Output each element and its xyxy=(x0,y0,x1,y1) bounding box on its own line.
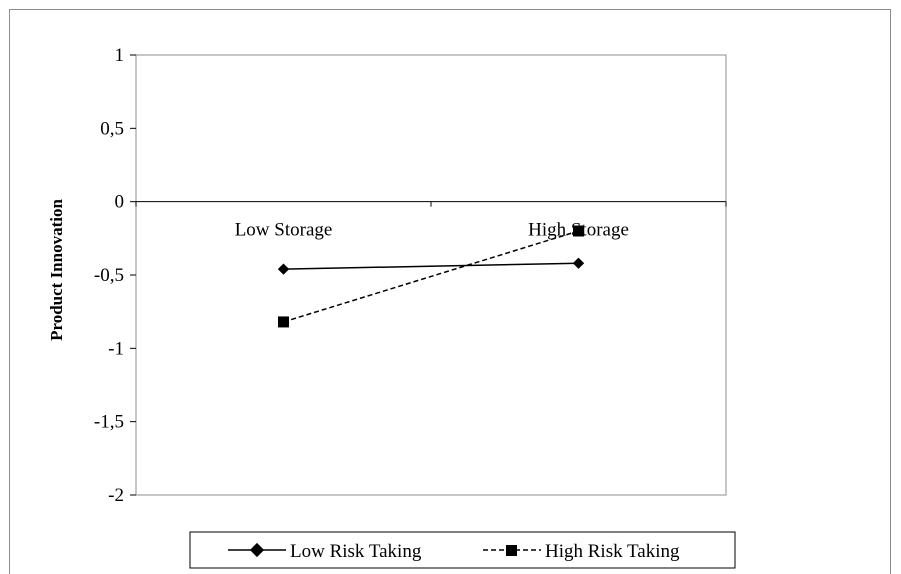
y-tick-label: -1,5 xyxy=(94,412,124,433)
legend-label-high-risk-taking: High Risk Taking xyxy=(545,541,680,562)
data-point-diamond xyxy=(572,257,585,269)
series-line-low-risk-taking xyxy=(283,262,579,270)
series-line-high-risk-taking xyxy=(283,230,579,323)
y-tick-label: 1 xyxy=(115,45,125,66)
x-axis-ticks xyxy=(135,201,727,207)
data-point-square xyxy=(278,316,289,328)
y-tick-label: 0 xyxy=(115,192,125,213)
y-tick-label: -2 xyxy=(108,485,124,506)
y-axis-title: Product Innovation xyxy=(47,199,66,341)
plot-area xyxy=(135,54,727,496)
legend-marker-diamond xyxy=(249,542,265,558)
legend-label-low-risk-taking: Low Risk Taking xyxy=(290,541,422,562)
y-tick-label: -0,5 xyxy=(94,265,124,286)
legend-marker-square xyxy=(506,545,517,556)
data-point-square xyxy=(573,225,584,237)
y-tick-label: 0,5 xyxy=(100,118,124,139)
data-point-diamond xyxy=(277,263,290,275)
y-axis: 1 0,5 0 -0,5 -1 -1,5 -2 xyxy=(94,45,136,506)
series-layer xyxy=(277,225,585,328)
legend-item-low-risk-taking: Low Risk Taking xyxy=(228,541,422,562)
category-label-low-storage: Low Storage xyxy=(235,220,333,241)
legend-item-high-risk-taking: High Risk Taking xyxy=(483,541,680,562)
y-tick-label: -1 xyxy=(108,338,124,359)
